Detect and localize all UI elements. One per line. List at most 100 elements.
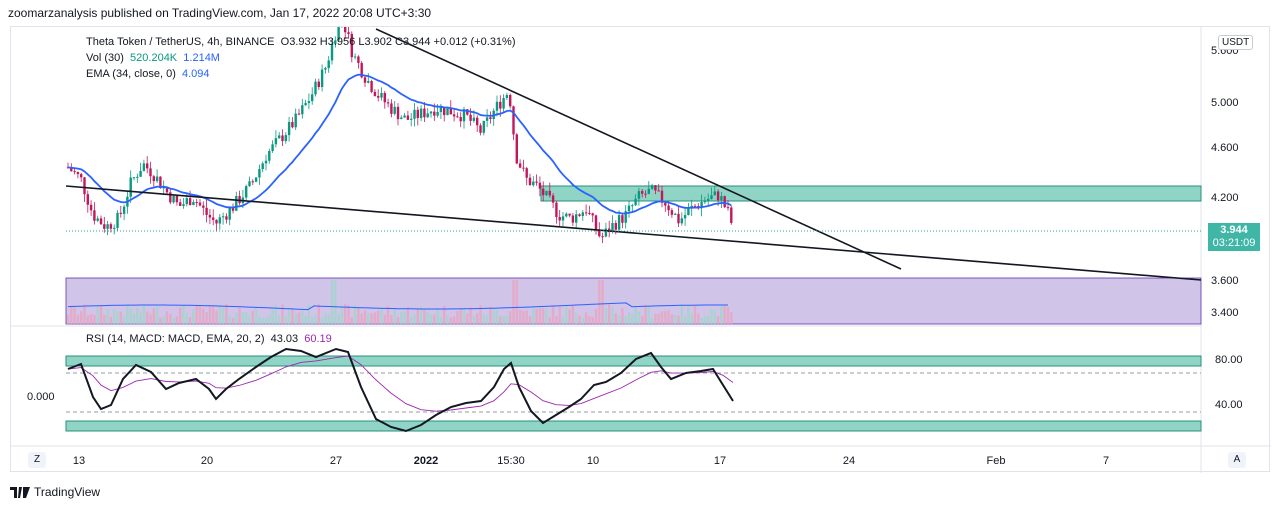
volume-bar	[476, 313, 479, 324]
candle-body	[555, 202, 558, 217]
volume-bar	[502, 315, 505, 324]
candle-body	[449, 108, 452, 115]
candle-body	[155, 176, 159, 182]
volume-bar	[664, 311, 667, 324]
volume-bar	[225, 304, 228, 324]
volume-bar	[687, 305, 690, 324]
volume-bar	[492, 307, 495, 324]
price-tick: 3.600	[1211, 275, 1239, 287]
ema-line	[67, 73, 732, 215]
support-trendline[interactable]	[65, 185, 1202, 281]
candle-body	[419, 108, 423, 118]
volume-bar	[637, 312, 641, 324]
ema-label[interactable]: EMA (34, close, 0)	[86, 68, 176, 80]
volume-label[interactable]: Vol (30)	[86, 52, 124, 64]
volume-bar	[261, 317, 264, 324]
candle-body	[482, 120, 485, 133]
candle-body	[624, 211, 627, 223]
resistance-zone[interactable]	[540, 185, 1202, 202]
volume-bar	[317, 304, 320, 324]
legend-ema-row[interactable]: EMA (34, close, 0) 4.094	[86, 68, 210, 80]
chart-frame[interactable]: 5.000 4.600 4.200 3.600 3.400 5.600 80.0…	[10, 26, 1271, 473]
brand-name: TradingView	[34, 485, 101, 499]
candle-body	[400, 117, 403, 120]
auto-scale-button[interactable]: A	[1228, 452, 1246, 468]
time-tick: 20	[201, 455, 213, 467]
candle-body	[617, 215, 621, 230]
resistance-trendline[interactable]	[375, 28, 902, 270]
volume-bar	[472, 315, 476, 324]
volume-bar	[406, 306, 410, 324]
symbol-label[interactable]: Theta Token / TetherUS, 4h, BINANCE	[86, 36, 275, 48]
volume-bar	[423, 309, 426, 324]
candle-body	[452, 114, 456, 117]
volume-bar	[631, 313, 634, 324]
candle-body	[634, 198, 637, 206]
volume-bar	[132, 312, 136, 324]
zoom-button[interactable]: Z	[28, 452, 46, 468]
candle-body	[650, 185, 654, 189]
volume-bar	[469, 307, 472, 324]
legend-rsi-row[interactable]: RSI (14, MACD: MACD, EMA, 20, 2) 43.03 6…	[86, 333, 332, 345]
volume-bar	[162, 315, 165, 324]
candle-body	[439, 107, 443, 113]
volume-bar	[598, 280, 601, 324]
candle-body	[443, 107, 446, 116]
volume-bar	[634, 307, 637, 324]
candle-body	[433, 111, 436, 116]
legend-symbol-row[interactable]: Theta Token / TetherUS, 4h, BINANCE O3.9…	[86, 36, 516, 48]
volume-bar	[76, 314, 80, 324]
candle-body	[215, 219, 218, 224]
candle-body	[347, 32, 350, 34]
candle-body	[370, 81, 373, 92]
candle-body	[604, 228, 608, 237]
candle-body	[509, 94, 512, 107]
candle-body	[96, 218, 99, 221]
tradingview-brand[interactable]: TradingView	[10, 485, 100, 499]
volume-bar	[730, 312, 733, 324]
candle-body	[86, 194, 89, 205]
volume-bar	[231, 317, 235, 324]
volume-bar	[575, 313, 578, 324]
volume-bar	[416, 308, 419, 324]
candle-body	[621, 215, 624, 223]
candle-body	[660, 190, 664, 203]
candle-body	[538, 182, 542, 189]
candle-body	[367, 81, 370, 83]
rsi-oversold-zone[interactable]	[65, 420, 1202, 432]
volume-bar	[320, 317, 324, 324]
currency-selector[interactable]: USDT	[1218, 35, 1254, 50]
volume-bars	[66, 280, 733, 324]
volume-bar	[581, 317, 584, 324]
volume-bar	[149, 314, 152, 324]
volume-bar	[545, 309, 548, 324]
rsi-label[interactable]: RSI (14, MACD: MACD, EMA, 20, 2)	[86, 333, 265, 345]
candle-body	[667, 205, 670, 211]
rsi-signal-line	[67, 355, 734, 412]
candle-body	[693, 205, 697, 207]
volume-bar	[350, 317, 353, 324]
candle-body	[169, 192, 172, 203]
candle-body	[472, 117, 476, 121]
legend-volume-row[interactable]: Vol (30) 520.204K 1.214M	[86, 52, 220, 64]
candle-body	[571, 215, 575, 223]
candle-body	[353, 56, 357, 58]
candle-body	[485, 117, 489, 121]
volume-bar	[278, 315, 281, 324]
chart-canvas[interactable]: 5.000 4.600 4.200 3.600 3.400 5.600 80.0…	[11, 27, 1271, 473]
rsi-left-value: 0.000	[27, 391, 55, 403]
candle-body	[561, 216, 565, 221]
candle-body	[172, 195, 175, 203]
volume-bar	[159, 317, 162, 324]
volume-bar	[86, 315, 89, 324]
volume-bar	[515, 280, 518, 324]
candle-body	[403, 115, 406, 118]
candle-body	[152, 176, 155, 182]
volume-bar	[258, 316, 261, 324]
candle-body	[551, 195, 555, 203]
candle-body	[337, 27, 340, 41]
candle-body	[575, 214, 578, 223]
volume-bar	[212, 306, 215, 324]
volume-bar	[347, 305, 350, 324]
candle-body	[225, 216, 228, 220]
